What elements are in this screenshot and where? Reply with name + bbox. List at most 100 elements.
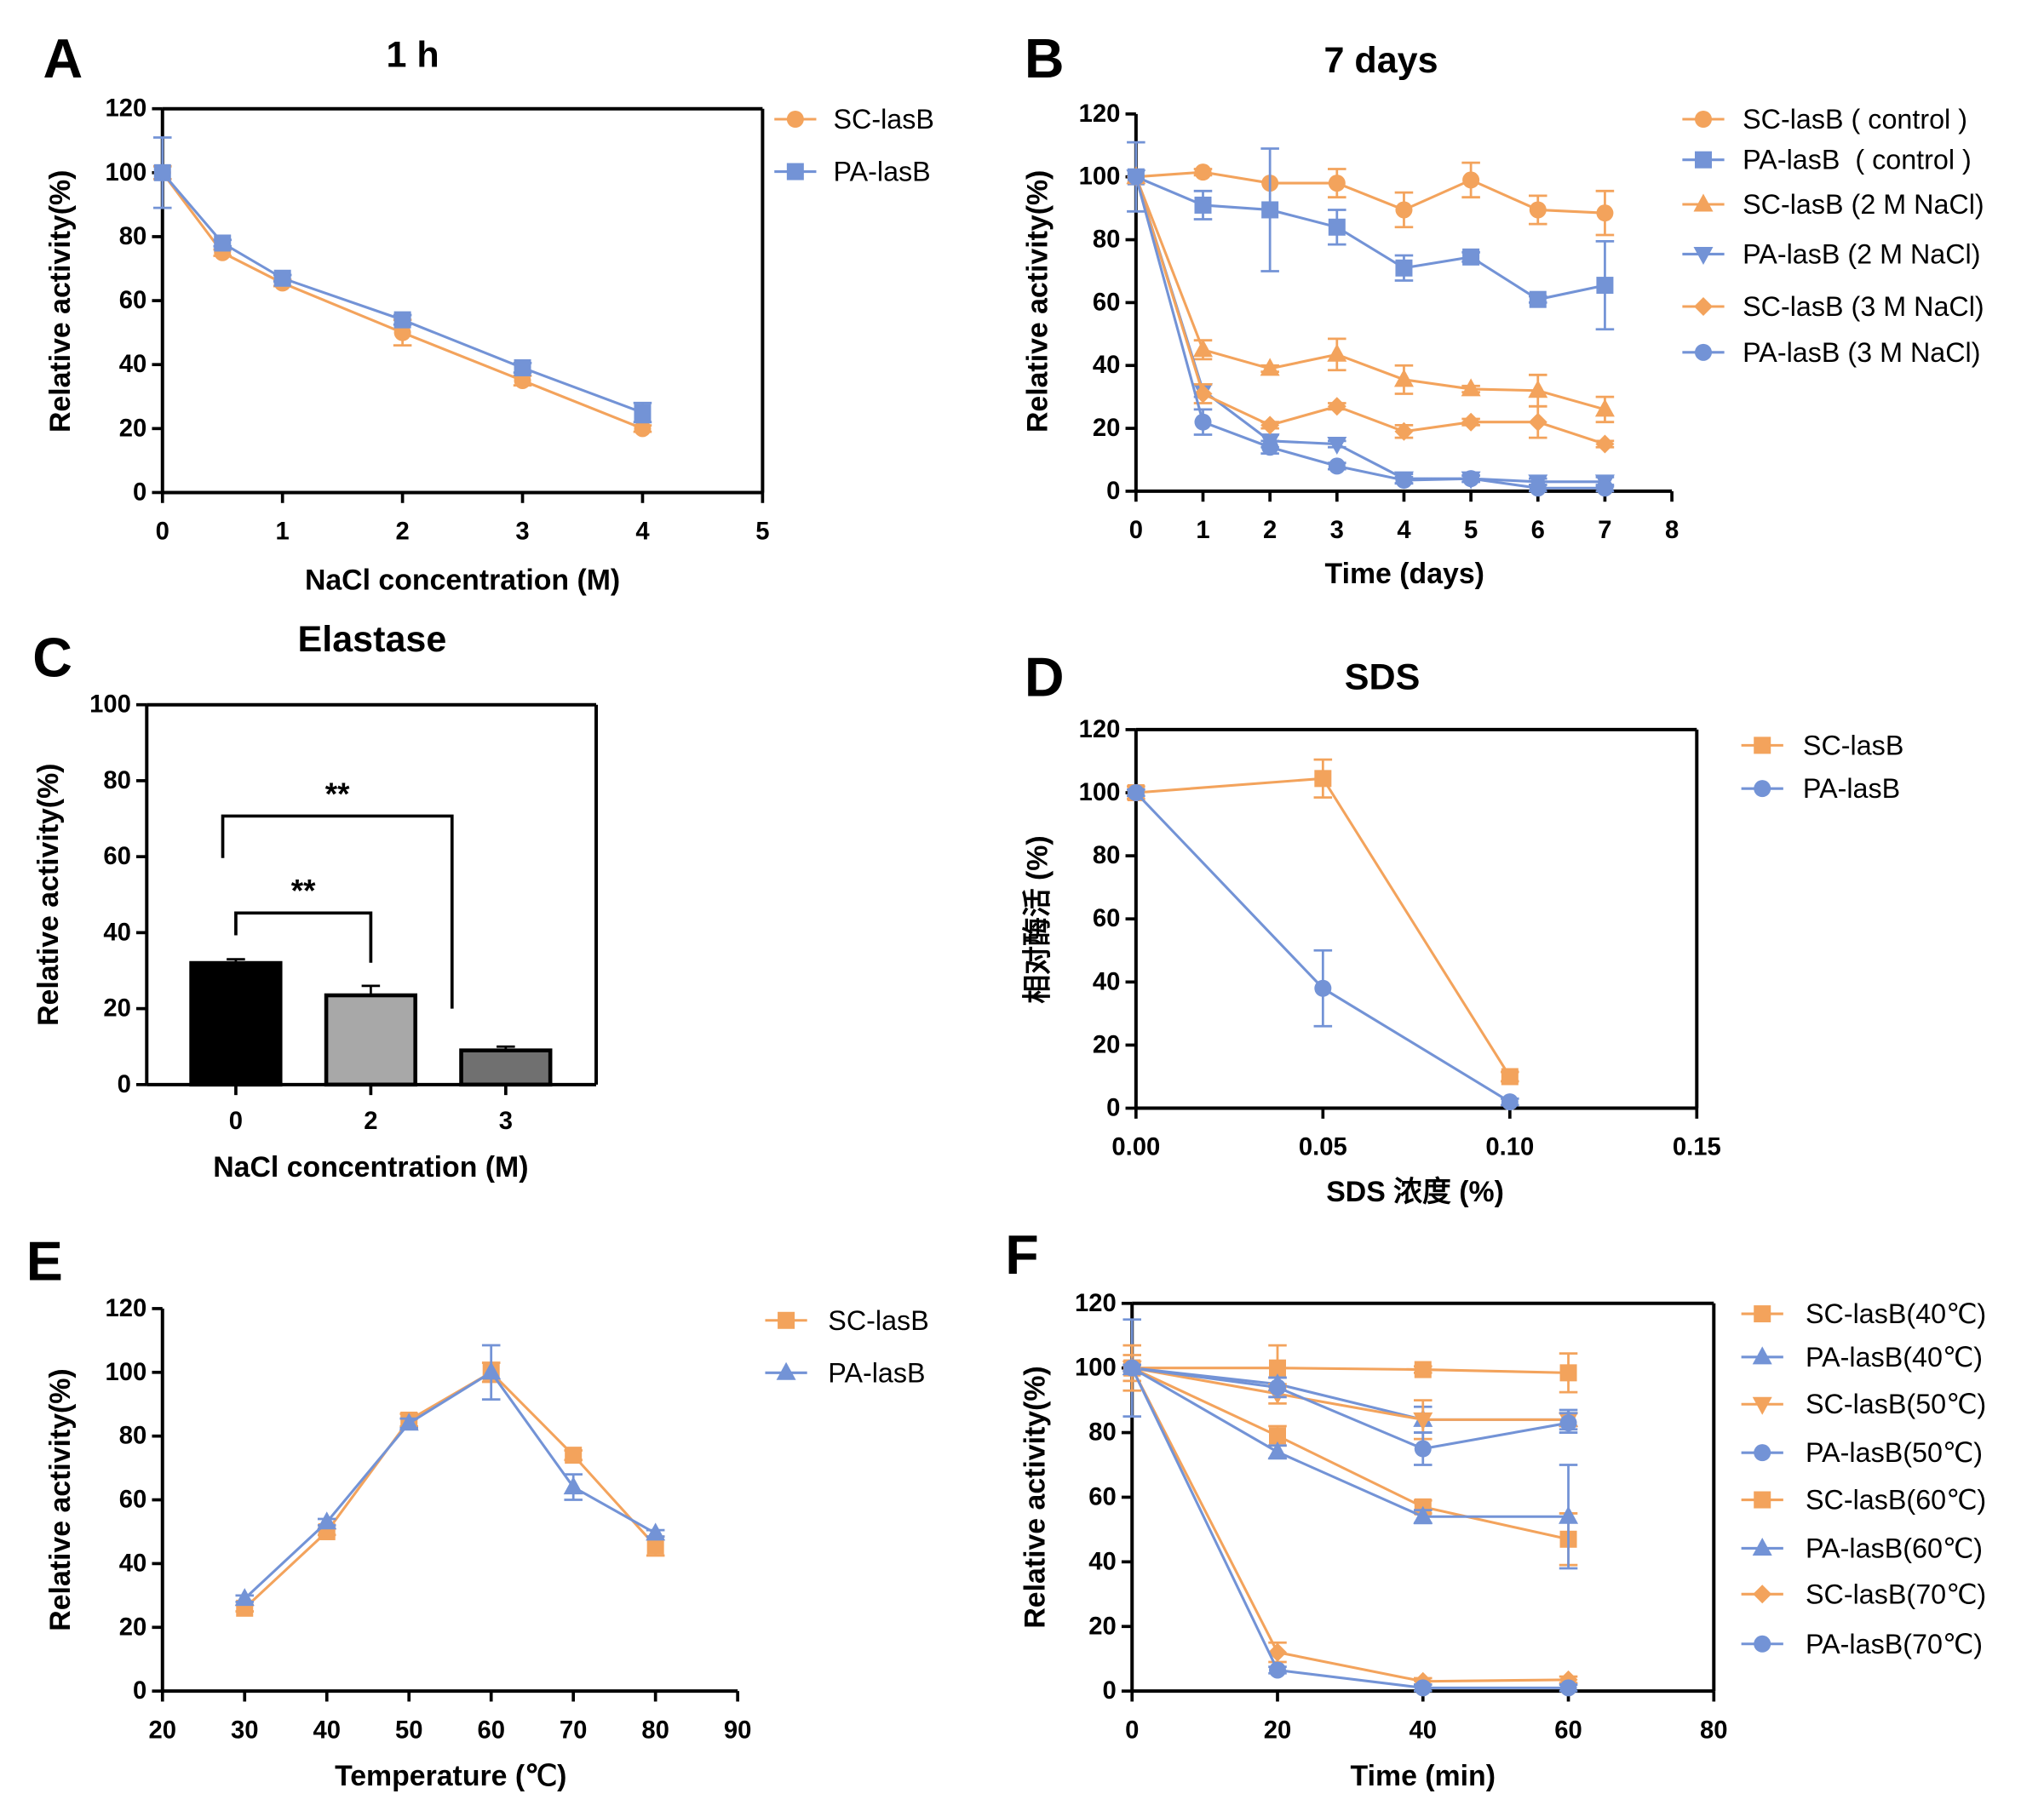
series-sc-lasb-point bbox=[634, 420, 652, 438]
series-pa-lasb-50c-point bbox=[1269, 1378, 1286, 1396]
series-pa-lasb-60c-point bbox=[1413, 1505, 1433, 1524]
y-tick-label: 120 bbox=[1079, 100, 1121, 128]
panel-b: B 7 days 0 20 40 60 80 100 120 0 1 2 3 4 5 6 7 8 Time (day… bbox=[1021, 28, 1984, 590]
y-tick-label: 80 bbox=[1093, 226, 1121, 254]
x-tick-label: 5 bbox=[1464, 517, 1478, 544]
y-tick-label: 40 bbox=[1093, 352, 1121, 379]
legend-marker bbox=[1695, 343, 1712, 361]
legend-item: SC-lasB (3 M NaCl) bbox=[1682, 291, 1984, 322]
legend-marker bbox=[1695, 151, 1712, 169]
x-tick-label: 30 bbox=[231, 1716, 259, 1744]
x-tick-label: 40 bbox=[313, 1716, 341, 1744]
x-tick-label: 3 bbox=[1330, 517, 1344, 544]
series-pa-lasb bbox=[153, 136, 652, 424]
legend-label: SC-lasB(40℃) bbox=[1806, 1298, 1986, 1329]
series-pa-lasb-3-m-nacl-point bbox=[1261, 438, 1279, 456]
x-tick-label: 2 bbox=[1263, 517, 1277, 544]
y-tick-label: 20 bbox=[119, 1613, 147, 1641]
y-tick-label: 80 bbox=[119, 1423, 147, 1450]
y-tick-label: 120 bbox=[106, 1295, 147, 1322]
series-pa-lasb-2-m-nacl-line bbox=[1134, 176, 1605, 484]
x-tick-label: 20 bbox=[149, 1716, 177, 1744]
y-axis-label: Relative activity(%) bbox=[1021, 170, 1054, 433]
legend-item: PA-lasB(70℃) bbox=[1741, 1629, 1983, 1659]
x-axis-label: Time (days) bbox=[1325, 558, 1484, 590]
legend-marker bbox=[1752, 1346, 1772, 1365]
x-tick-label: 6 bbox=[1531, 517, 1545, 544]
significance-bracket: ** bbox=[221, 777, 454, 1009]
series-pa-lasb-line bbox=[161, 171, 643, 414]
legend-marker bbox=[1693, 246, 1714, 265]
legend-item: SC-lasB(50℃) bbox=[1741, 1389, 1986, 1419]
series-sc-lasb-60c bbox=[1122, 1359, 1578, 1567]
y-tick-label: 80 bbox=[1093, 842, 1121, 869]
y-tick-label: 20 bbox=[119, 415, 147, 442]
series-pa-lasb-50c-line bbox=[1132, 1367, 1569, 1451]
series-pa-lasb-2-m-nacl bbox=[1126, 169, 1615, 493]
legend-label: SC-lasB bbox=[1803, 730, 1903, 760]
series-pa-lasb-point bbox=[1127, 784, 1145, 802]
bar-error-bar bbox=[227, 958, 245, 964]
legend-label: PA-lasB(70℃) bbox=[1806, 1629, 1983, 1659]
panel-f: F 0 20 40 60 80 100 120 0 20 40 60 80 Time (min) Relat… bbox=[1005, 1224, 1986, 1792]
legend-marker bbox=[1754, 1444, 1771, 1462]
series-pa-lasb bbox=[1127, 784, 1519, 1111]
legend-label: SC-lasB bbox=[828, 1305, 928, 1336]
axes: 0 20 40 60 80 100 120 0 1 2 3 4 5 bbox=[106, 95, 770, 546]
panel-letter: E bbox=[26, 1231, 63, 1292]
x-tick-label: 1 bbox=[1196, 517, 1209, 544]
panel-a: A 1 h 0 20 40 60 80 100 120 0 1 2 3 4 5 NaCl concentrat… bbox=[43, 28, 934, 596]
legend-item: PA-lasB bbox=[774, 157, 931, 187]
x-tick-label: 0 bbox=[229, 1108, 243, 1135]
y-tick-label: 0 bbox=[133, 1677, 146, 1705]
bar-0 bbox=[189, 960, 283, 1087]
y-tick-label: 20 bbox=[1088, 1613, 1117, 1640]
x-tick-label: 3 bbox=[499, 1108, 513, 1135]
x-axis-label: Temperature (℃) bbox=[335, 1760, 566, 1792]
x-tick-label: 50 bbox=[395, 1716, 423, 1744]
series-pa-lasb-point bbox=[393, 311, 411, 329]
series-sc-lasb-3-m-nacl-point bbox=[1260, 415, 1280, 435]
y-tick-label: 120 bbox=[1075, 1290, 1117, 1317]
series-pa-lasb-point bbox=[514, 358, 531, 376]
legend-label: PA-lasB(40℃) bbox=[1806, 1342, 1983, 1373]
series-pa-lasb-control-point bbox=[1395, 259, 1413, 277]
series-pa-lasb-point bbox=[153, 163, 171, 181]
x-tick-label: 1 bbox=[276, 519, 290, 546]
series-pa-lasb-point bbox=[646, 1522, 666, 1541]
y-tick-label: 120 bbox=[1079, 716, 1121, 743]
y-tick-label: 100 bbox=[1079, 779, 1121, 806]
series-pa-lasb-50c bbox=[1122, 1359, 1578, 1466]
y-tick-label: 60 bbox=[1093, 905, 1121, 932]
y-tick-label: 0 bbox=[1106, 1095, 1120, 1122]
legend-label: PA-lasB bbox=[1803, 773, 1900, 804]
x-tick-label: 4 bbox=[635, 519, 650, 546]
chart-title: 1 h bbox=[387, 35, 439, 76]
axes: 0 20 40 60 80 100 120 0 1 2 3 4 5 6 7 8 bbox=[1079, 100, 1679, 544]
x-tick-label: 8 bbox=[1665, 517, 1679, 544]
x-tick-label: 20 bbox=[1264, 1716, 1292, 1744]
y-tick-label: 0 bbox=[133, 479, 146, 506]
significance-label: ** bbox=[325, 777, 350, 811]
legend-marker bbox=[1752, 1537, 1772, 1556]
x-tick-label: 60 bbox=[1554, 1716, 1582, 1744]
series-pa-lasb-point bbox=[399, 1413, 419, 1431]
y-tick-label: 100 bbox=[1075, 1355, 1117, 1382]
legend-marker bbox=[776, 1361, 796, 1380]
series-sc-lasb-point bbox=[646, 1537, 664, 1555]
x-tick-label: 60 bbox=[477, 1716, 505, 1744]
y-axis-label: 相对酶活 (%) bbox=[1021, 835, 1054, 1003]
series-pa-lasb-3-m-nacl-point bbox=[1127, 168, 1145, 186]
x-tick-label: 0.05 bbox=[1299, 1134, 1347, 1161]
legend-label: PA-lasB (3 M NaCl) bbox=[1743, 337, 1980, 368]
series-pa-lasb-70c-point bbox=[1559, 1679, 1577, 1697]
series-sc-lasb-2-m-nacl-point bbox=[1327, 343, 1347, 362]
legend: SC-lasB ( control ) PA-lasB ( control ) SC… bbox=[1682, 104, 1984, 368]
bar-error-bar bbox=[497, 1045, 515, 1051]
significance-bracket: ** bbox=[234, 874, 373, 963]
legend: SC-lasB(40℃) PA-lasB(40℃) SC-lasB(50℃) PA-l… bbox=[1741, 1298, 1986, 1659]
series-pa-lasb-70c bbox=[1122, 1359, 1578, 1697]
series-pa-lasb-2-m-nacl-point bbox=[1327, 437, 1347, 456]
x-tick-label: 0 bbox=[1125, 1716, 1139, 1744]
